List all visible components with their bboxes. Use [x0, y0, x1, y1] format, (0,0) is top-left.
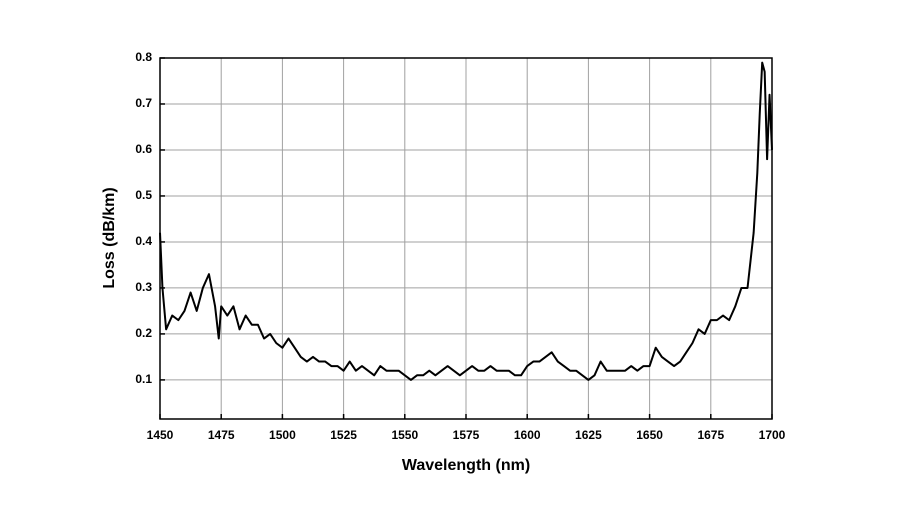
y-tick-label: 0.6	[135, 142, 152, 156]
x-tick-label: 1575	[453, 428, 480, 442]
y-tick-label: 0.7	[135, 96, 152, 110]
y-tick-label: 0.2	[135, 326, 152, 340]
x-tick-label: 1600	[514, 428, 541, 442]
x-tick-label: 1650	[636, 428, 663, 442]
x-tick-label: 1550	[391, 428, 418, 442]
y-tick-label: 0.1	[135, 372, 152, 386]
y-tick-label: 0.8	[135, 50, 152, 64]
x-tick-label: 1525	[330, 428, 357, 442]
x-tick-label: 1500	[269, 428, 296, 442]
x-axis-title: Wavelength (nm)	[402, 457, 530, 474]
data-line	[159, 61, 773, 381]
x-tick-label: 1625	[575, 428, 602, 442]
y-tick-label: 0.3	[135, 280, 152, 294]
y-tick-label: 0.5	[135, 188, 152, 202]
x-tick-label: 1450	[147, 428, 174, 442]
y-tick-label: 0.4	[135, 234, 152, 248]
x-tick-label: 1675	[697, 428, 724, 442]
x-tick-label: 1475	[208, 428, 235, 442]
x-tick-label: 1700	[759, 428, 786, 442]
y-axis-title: Loss (dB/km)	[101, 187, 118, 288]
